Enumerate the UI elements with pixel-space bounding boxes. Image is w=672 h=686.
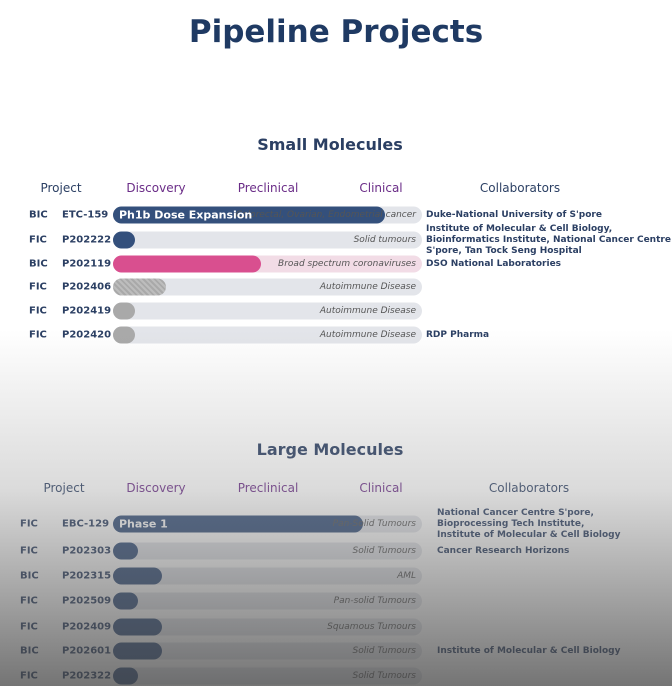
progress-bar <box>113 255 262 273</box>
progress-bar <box>113 642 163 660</box>
project-code: P202322 <box>62 670 112 682</box>
project-code: P202303 <box>62 545 112 557</box>
project-type: FIC <box>20 670 38 682</box>
progress-bar <box>113 206 385 224</box>
column-header: Discovery <box>126 481 186 495</box>
project-code: P202601 <box>62 645 112 657</box>
collaborator: Institute of Molecular & Cell Biology, <box>426 223 613 234</box>
collaborator: Bioinformatics Institute, National Cance… <box>426 234 671 245</box>
track <box>113 302 422 320</box>
indication: Squamous Tumours <box>327 622 416 632</box>
collaborator: Institute of Molecular & Cell Biology <box>437 645 621 656</box>
project-code: P202420 <box>62 329 112 341</box>
progress-bar <box>113 231 135 249</box>
project-code: P202119 <box>62 258 112 270</box>
indication: Pan-Solid Tumours <box>332 519 416 529</box>
phase-label: Phase 1 <box>119 517 168 531</box>
indication: Autoimmune Disease <box>319 306 416 316</box>
track <box>113 278 422 296</box>
indication: Autoimmune Disease <box>319 282 416 292</box>
indication: Solid Tumours <box>352 671 416 681</box>
collaborator: Cancer Research Horizons <box>437 545 570 556</box>
collaborator: S'pore, Tan Tock Seng Hospital <box>426 245 582 256</box>
progress-bar <box>113 618 163 636</box>
indication: Pan-solid Tumours <box>333 596 416 606</box>
project-type: FIC <box>20 621 38 633</box>
column-header: Project <box>43 481 85 495</box>
project-type: FIC <box>20 545 38 557</box>
column-header: Project <box>40 181 82 195</box>
project-type: BIC <box>20 645 39 657</box>
collaborator: Bioprocessing Tech Institute, <box>437 518 585 529</box>
track <box>113 231 422 249</box>
column-header: Preclinical <box>237 181 299 195</box>
progress-bar <box>113 542 138 560</box>
project-type: FIC <box>20 518 38 530</box>
indication: Colorectal, Ovarian, Endometrial cancer <box>235 210 416 220</box>
project-type: BIC <box>29 258 48 270</box>
collaborator: Duke-National University of S'pore <box>426 209 602 220</box>
indication: Solid tumours <box>353 235 416 245</box>
column-header: Collaborators <box>479 181 561 195</box>
column-header: Discovery <box>126 181 186 195</box>
collaborator: National Cancer Centre S'pore, <box>437 507 594 518</box>
project-code: ETC-159 <box>62 209 109 221</box>
section-heading: Large Molecules <box>256 440 404 459</box>
page-title: Pipeline Projects <box>188 14 484 50</box>
collaborator: DSO National Laboratories <box>426 258 562 269</box>
project-code: P202509 <box>62 595 112 607</box>
project-code: P202419 <box>62 305 112 317</box>
section-heading: Small Molecules <box>257 135 403 154</box>
project-type: BIC <box>29 209 48 221</box>
indication: Broad spectrum coronaviruses <box>278 259 416 269</box>
column-header: Clinical <box>359 481 403 495</box>
progress-bar <box>113 592 138 610</box>
project-type: FIC <box>20 595 38 607</box>
collaborator: RDP Pharma <box>426 329 490 340</box>
indication: Solid Tumours <box>352 546 416 556</box>
indication: AML <box>397 571 416 581</box>
progress-bar <box>113 667 138 685</box>
column-header: Collaborators <box>488 481 570 495</box>
indication: Solid Tumours <box>352 646 416 656</box>
project-type: FIC <box>29 305 47 317</box>
progress-bar <box>113 326 135 344</box>
project-code: P202409 <box>62 621 112 633</box>
project-code: EBC-129 <box>62 518 110 530</box>
project-type: FIC <box>29 234 47 246</box>
progress-bar <box>113 278 166 296</box>
project-type: FIC <box>29 281 47 293</box>
progress-bar <box>113 302 135 320</box>
project-type: FIC <box>29 329 47 341</box>
project-code: P202406 <box>62 281 112 293</box>
project-code: P202222 <box>62 234 112 246</box>
phase-label: Ph1b Dose Expansion <box>119 208 253 222</box>
project-type: BIC <box>20 570 39 582</box>
progress-bar <box>113 567 163 585</box>
column-header: Clinical <box>359 181 403 195</box>
column-header: Preclinical <box>237 481 299 495</box>
indication: Autoimmune Disease <box>319 330 416 340</box>
project-code: P202315 <box>62 570 112 582</box>
collaborator: Institute of Molecular & Cell Biology <box>437 529 621 540</box>
